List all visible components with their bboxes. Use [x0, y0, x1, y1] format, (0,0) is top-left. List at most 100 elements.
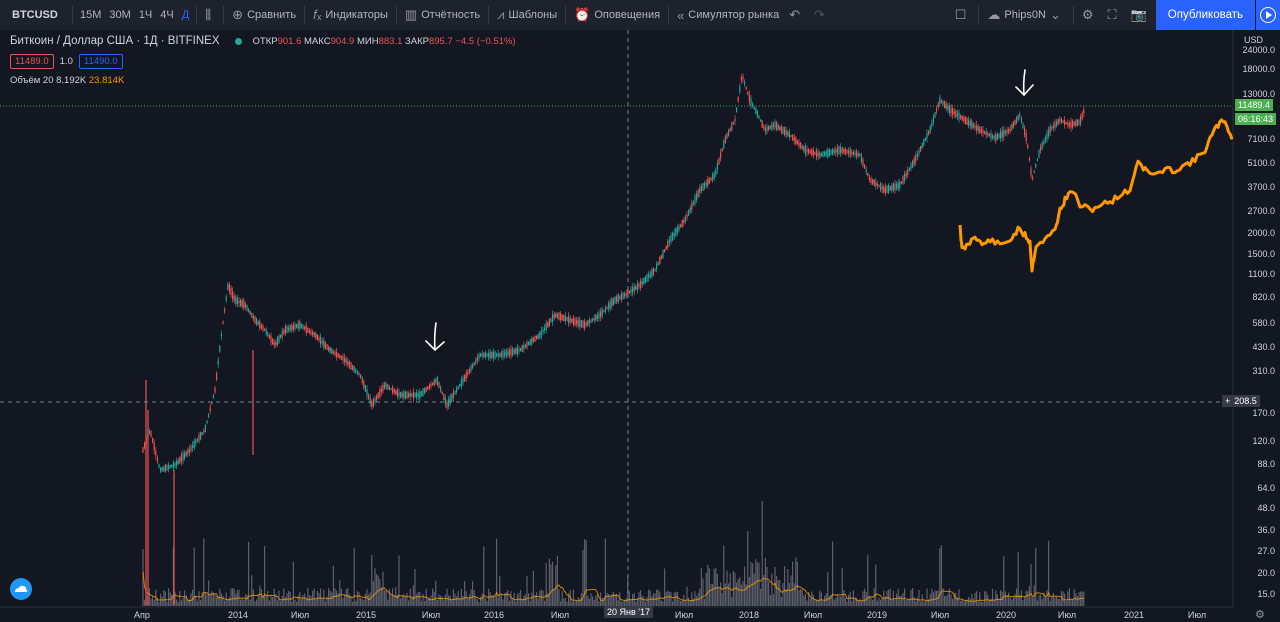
compare-button[interactable]: ⊕ Сравнить: [227, 0, 301, 30]
candle-body: [385, 384, 387, 387]
volume-bar: [601, 597, 603, 606]
volume-bar: [875, 564, 877, 606]
volume-bar: [363, 600, 365, 606]
tradingview-logo[interactable]: [10, 578, 32, 600]
alerts-button[interactable]: ⏰ Оповещения: [569, 0, 665, 30]
volume-bar: [211, 591, 213, 606]
price-tick-label: 310.0: [1252, 366, 1275, 376]
volume-bar: [436, 599, 438, 606]
candle-body: [211, 401, 213, 405]
candle-body: [187, 450, 189, 455]
candle-body: [241, 300, 243, 307]
buy-button[interactable]: 11490.0: [78, 54, 123, 69]
volume-bar: [419, 591, 421, 606]
snapshot-button[interactable]: 📷: [1126, 0, 1156, 30]
candle-body: [979, 126, 981, 134]
candle-body: [275, 342, 277, 346]
symbol-search[interactable]: BTCUSD: [12, 9, 58, 21]
candle-body: [420, 390, 422, 397]
volume-bar: [721, 592, 723, 606]
candle-body: [1060, 118, 1062, 123]
candle-body: [451, 393, 453, 402]
candle-body: [561, 314, 563, 321]
volume-bar: [195, 596, 197, 606]
volume-bar: [990, 598, 992, 606]
axis-settings-button[interactable]: ⚙: [1255, 608, 1265, 621]
volume-bar: [534, 594, 536, 606]
volume-bar: [585, 540, 587, 606]
volume-bar: [1012, 598, 1014, 606]
function-icon: 𝑓ₓ: [313, 7, 322, 22]
volume-bar: [366, 589, 368, 606]
fullscreen-button[interactable]: ⛶: [1103, 0, 1126, 30]
candle-body: [356, 371, 358, 374]
timeframe-1h[interactable]: 1Ч: [138, 9, 153, 21]
timeframe-15m[interactable]: 15М: [80, 9, 102, 21]
candle-body: [676, 227, 678, 233]
play-button[interactable]: [1255, 0, 1280, 30]
candle-body: [692, 201, 694, 205]
publish-button[interactable]: Опубликовать: [1155, 0, 1255, 30]
volume-bar: [1008, 592, 1010, 606]
plus-icon[interactable]: +: [1225, 396, 1231, 406]
timeframe-30m[interactable]: 30М: [109, 9, 131, 21]
volume-bar: [708, 568, 710, 606]
templates-label: Шаблоны: [508, 9, 558, 21]
volume-bar: [931, 588, 933, 606]
candle-body: [619, 296, 621, 299]
candle-body: [1036, 158, 1038, 161]
chart-type-button[interactable]: ⫼: [200, 0, 220, 30]
volume-bar: [732, 571, 734, 606]
sell-button[interactable]: 11489.0: [10, 54, 54, 69]
candle-body: [900, 181, 902, 184]
volume-bar: [622, 601, 624, 606]
candle-body: [694, 196, 696, 204]
volume-bar: [142, 549, 144, 606]
candle-body: [697, 190, 699, 197]
volume-bar: [716, 573, 718, 606]
symbol-title[interactable]: Биткоин / Доллар США · 1Д · BITFINEX: [10, 35, 220, 47]
candle-body: [854, 152, 856, 155]
volume-bar: [1040, 594, 1042, 606]
candle-body: [342, 356, 344, 361]
volume-bar: [608, 594, 610, 606]
candle-body: [486, 353, 488, 357]
candle-body: [788, 132, 790, 138]
volume-bar: [480, 596, 482, 606]
volume-bar: [944, 595, 946, 606]
candle-body: [532, 338, 534, 342]
timeframe-4h[interactable]: 4Ч: [160, 9, 174, 21]
replay-button[interactable]: «Симулятор рынка: [672, 0, 784, 30]
undo-button[interactable]: ↶: [784, 0, 809, 30]
volume-bar: [1057, 598, 1059, 606]
volume-bar: [308, 595, 310, 606]
layout-name-button[interactable]: ☁ Phips0N ⌄: [982, 0, 1069, 30]
candle-body: [928, 130, 930, 135]
volume-bar: [816, 599, 818, 606]
redo-button[interactable]: ↷: [809, 0, 834, 30]
templates-button[interactable]: ⩘ Шаблоны: [492, 0, 562, 30]
settings-button[interactable]: ⚙: [1077, 0, 1103, 30]
price-chart[interactable]: 24000.0 18000.0 13000.0 7100.0 5100.0 3700.0 2…: [0, 30, 1280, 622]
volume-bar: [686, 586, 688, 606]
timeframe-1d[interactable]: Д: [181, 9, 190, 21]
volume-bar: [808, 592, 810, 606]
chevron-down-icon: ⌄: [1049, 7, 1061, 22]
financials-button[interactable]: ▥ Отчётность: [400, 0, 485, 30]
candle-body: [523, 345, 525, 350]
select-layout-button[interactable]: ☐: [950, 0, 976, 30]
candle-body: [656, 264, 658, 270]
candle-body: [216, 373, 218, 380]
volume-bar: [785, 589, 787, 606]
volume-bar: [481, 593, 483, 606]
indicators-button[interactable]: 𝑓ₓ Индикаторы: [308, 0, 393, 30]
candle-body: [611, 299, 613, 307]
candle-body: [156, 457, 158, 462]
candle-body: [478, 354, 480, 359]
candle-body: [288, 327, 290, 331]
volume-bar: [592, 596, 594, 606]
candle-body: [414, 393, 416, 397]
candle-body: [502, 350, 504, 358]
volume-bar: [467, 598, 469, 606]
price-axis-background[interactable]: [1233, 30, 1280, 622]
